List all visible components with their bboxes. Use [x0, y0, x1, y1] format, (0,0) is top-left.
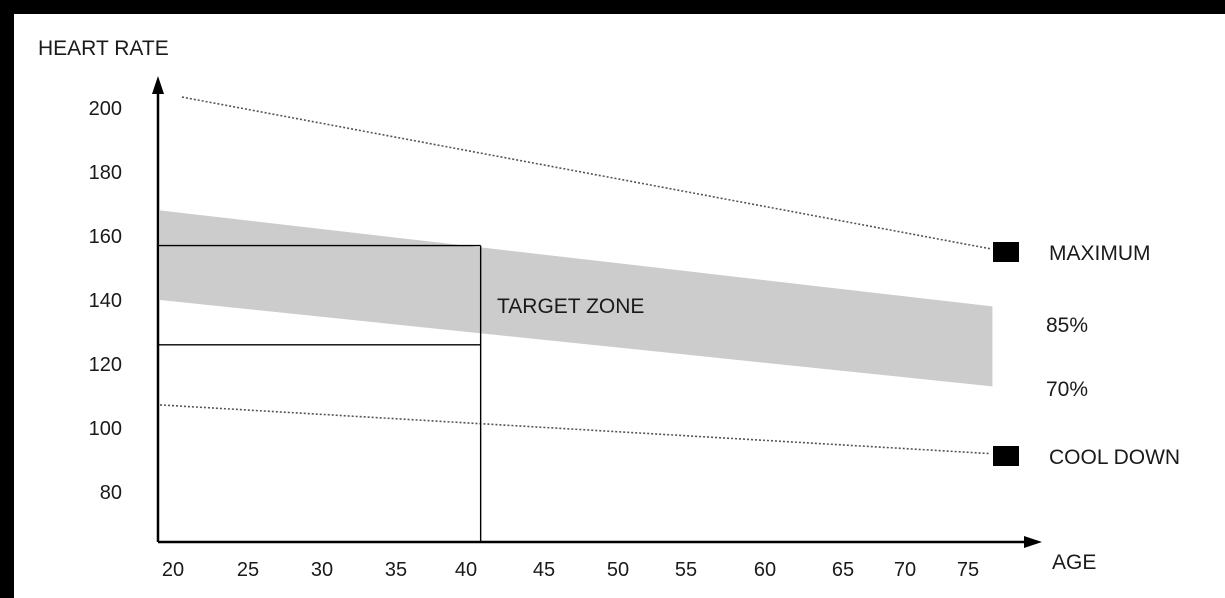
- legend-label: MAXIMUM: [1049, 242, 1151, 265]
- target-zone-band: [160, 210, 993, 387]
- cool-down-marker: [993, 446, 1019, 466]
- x-tick-label: 55: [675, 559, 697, 581]
- y-tick-label: 180: [89, 162, 122, 184]
- maximum-marker: [993, 242, 1019, 262]
- x-tick-label: 65: [832, 559, 854, 581]
- y-tick-label: 160: [89, 226, 122, 248]
- legend-label: COOL DOWN: [1049, 446, 1180, 469]
- y-tick-label: 100: [89, 418, 122, 440]
- target-zone-label: TARGET ZONE: [497, 295, 644, 318]
- x-tick-label: 30: [311, 559, 333, 581]
- x-tick-label: 50: [607, 559, 629, 581]
- x-axis-arrow: [1024, 536, 1042, 548]
- x-tick-label: 35: [385, 559, 407, 581]
- y-axis-label: HEART RATE: [38, 37, 169, 60]
- legend-label: 85%: [1046, 314, 1088, 337]
- x-tick-label: 70: [894, 559, 916, 581]
- y-tick-label: 140: [89, 290, 122, 312]
- x-tick-label: 75: [957, 559, 979, 581]
- y-axis-arrow: [152, 76, 164, 94]
- y-tick-label: 120: [89, 354, 122, 376]
- y-tick-label: 200: [89, 98, 122, 120]
- x-tick-label: 25: [237, 559, 259, 581]
- x-axis-label: AGE: [1052, 551, 1096, 574]
- x-tick-label: 40: [455, 559, 477, 581]
- y-tick-label: 80: [100, 482, 122, 504]
- maximum-line: [181, 96, 991, 250]
- legend-label: 70%: [1046, 378, 1088, 401]
- cool-down-line: [159, 404, 991, 455]
- x-tick-label: 20: [162, 559, 184, 581]
- x-tick-label: 45: [533, 559, 555, 581]
- x-tick-label: 60: [754, 559, 776, 581]
